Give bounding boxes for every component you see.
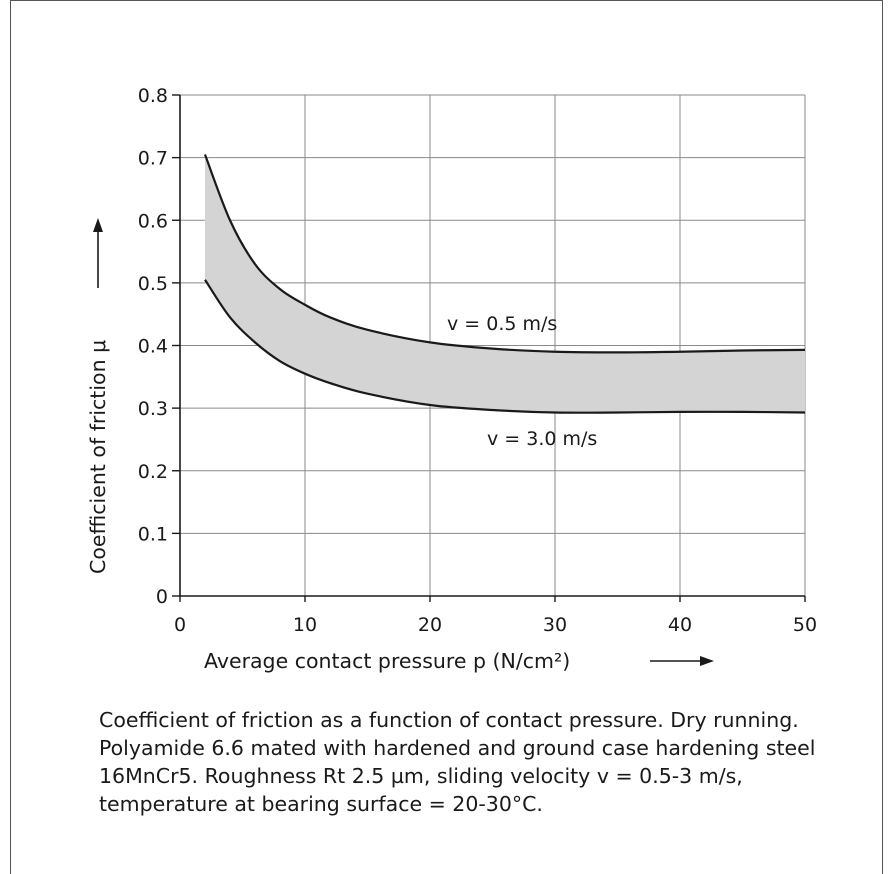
figure-frame [10,0,883,874]
y-tick-label: 0.4 [138,336,168,358]
y-tick-label: 0.8 [138,85,168,107]
x-tick-label: 10 [293,614,317,636]
y-tick-label: 0.3 [138,398,168,420]
y-tick-label: 0.7 [138,148,168,170]
friction-chart: 0 10 20 30 40 50 0 0.1 0.2 0.3 0.4 0.5 0.6 0.7 0.8 v =… [86,85,817,673]
y-tick-label: 0 [156,586,168,608]
x-axis-arrow-head [700,656,714,666]
y-tick-label: 0.5 [138,273,168,295]
x-tick-label: 50 [793,614,817,636]
y-axis-label: Coefficient of friction μ [86,340,110,574]
friction-band [205,154,805,413]
series-line-v30 [204,279,806,414]
y-tick-label: 0.2 [138,461,168,483]
y-tick-label: 0.6 [138,210,168,232]
series-line-v05 [203,154,806,354]
x-axis-label: Average contact pressure p (N/cm²) [204,649,570,673]
x-tick-label: 20 [418,614,442,636]
series-label-v05: v = 0.5 m/s [447,313,557,335]
figure-caption: Coefficient of friction as a function of… [99,708,816,816]
y-axis-title: Coefficient of friction μ [86,218,110,574]
x-tick-label: 0 [174,614,186,636]
x-tick-label: 40 [668,614,692,636]
x-axis-title: Average contact pressure p (N/cm²) [204,649,714,673]
tick-labels: 0 10 20 30 40 50 0 0.1 0.2 0.3 0.4 0.5 0.6 0.7 0.8 [138,85,817,636]
x-tick-label: 30 [543,614,567,636]
y-axis-arrow-head [93,218,103,232]
series-label-v30: v = 3.0 m/s [487,428,597,450]
y-tick-label: 0.1 [138,523,168,545]
grid [180,94,806,596]
axes [172,94,806,602]
